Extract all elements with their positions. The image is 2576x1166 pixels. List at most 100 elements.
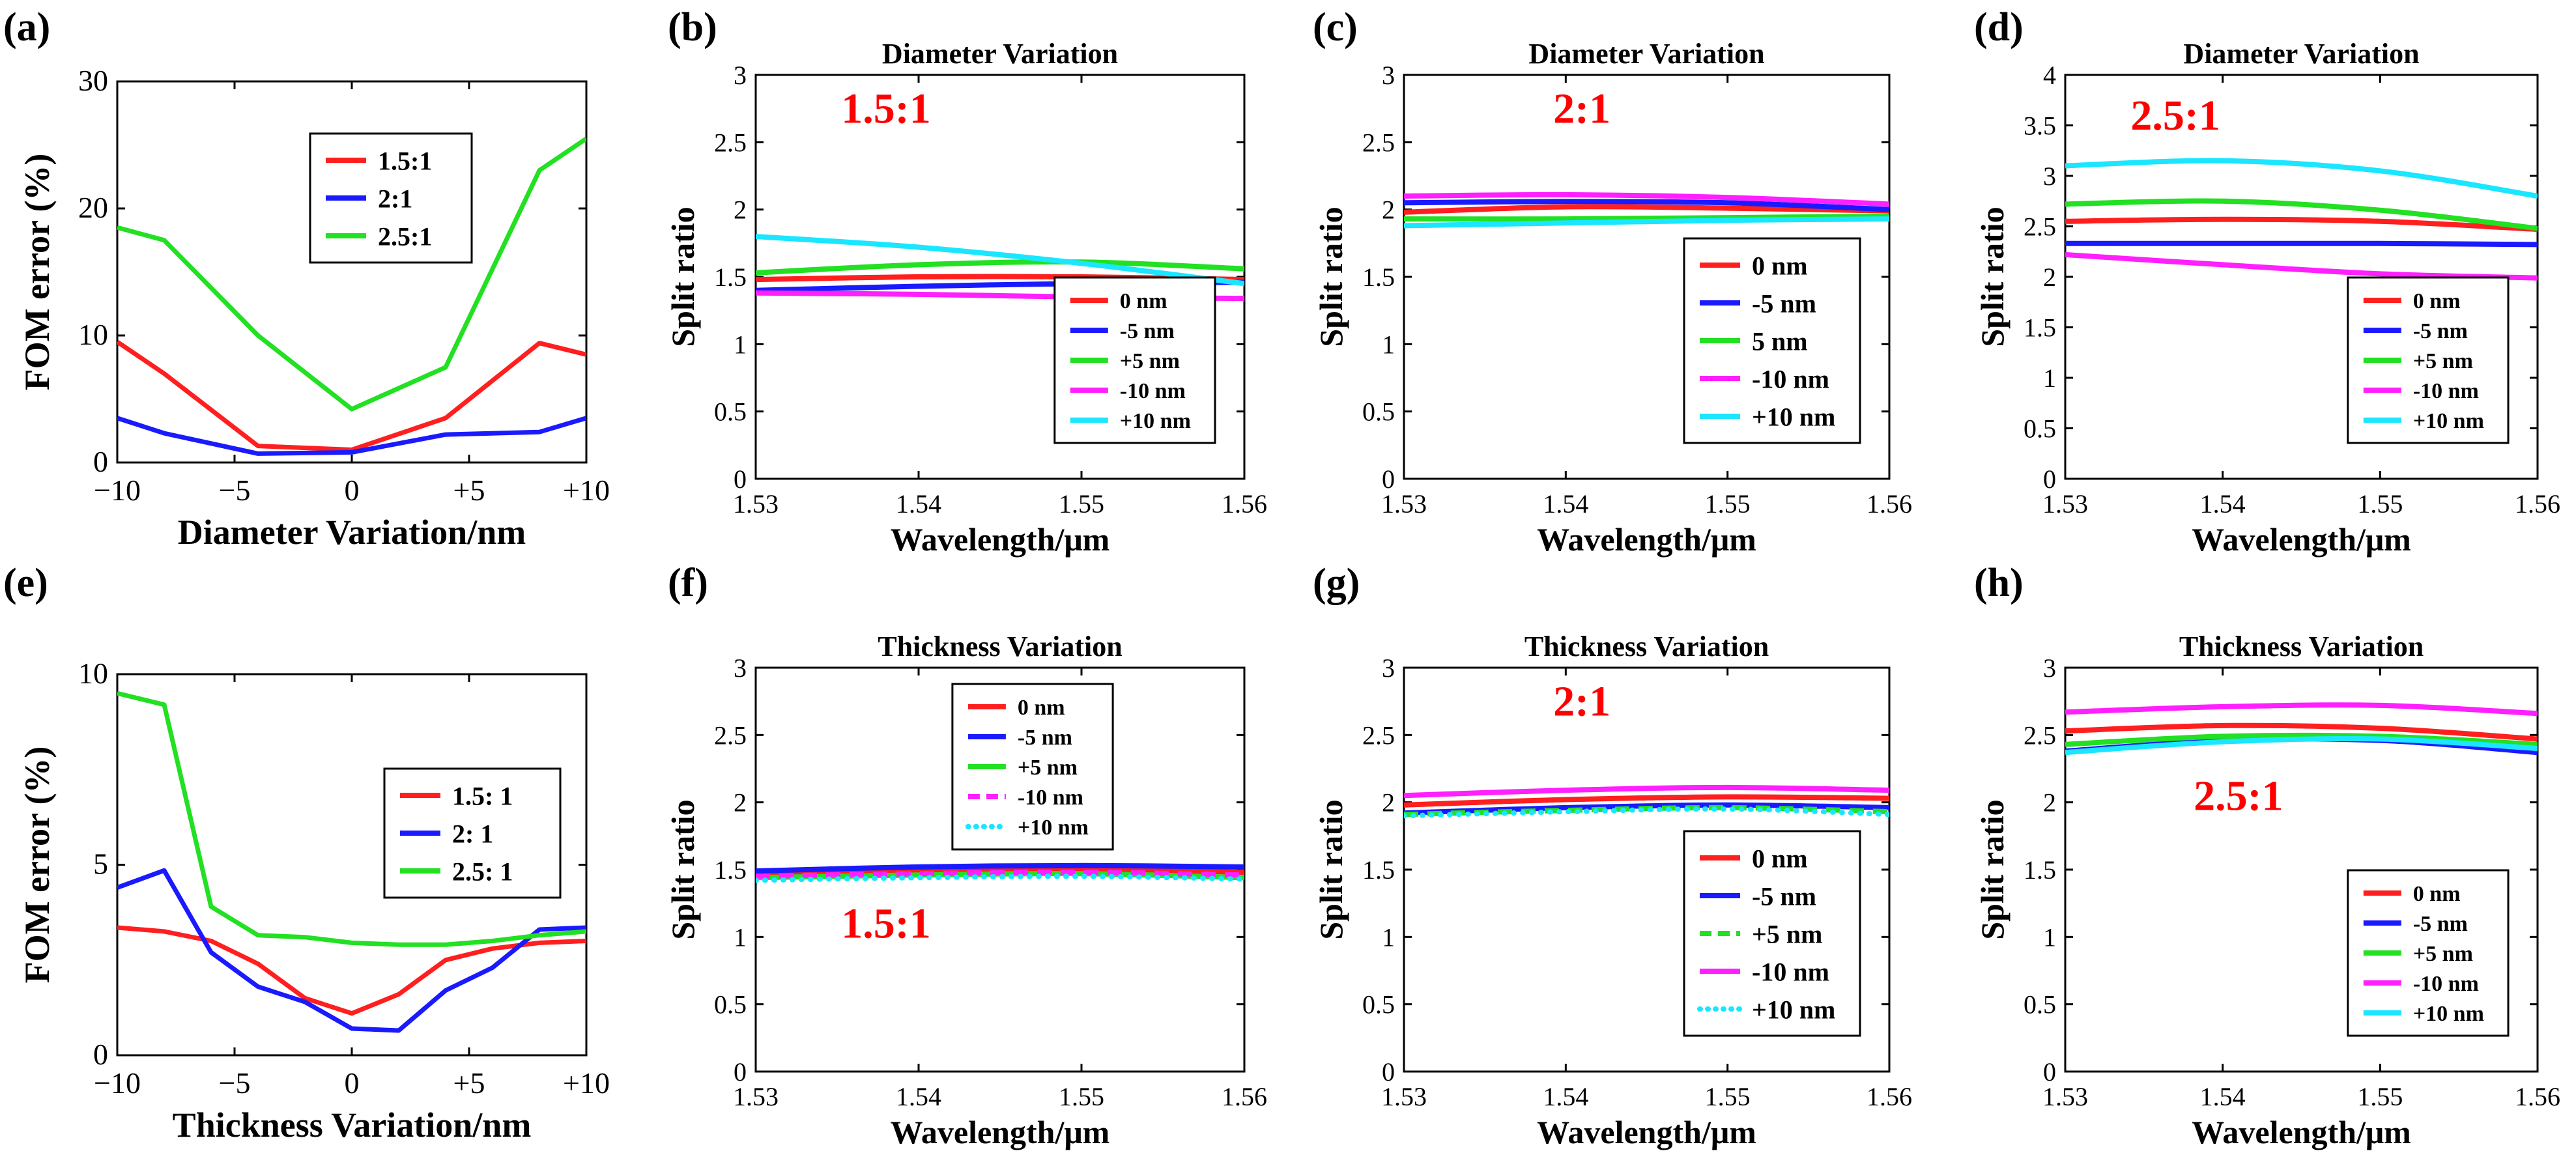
series-line-green	[2065, 198, 2538, 231]
panel-label: (c)	[1313, 5, 1358, 50]
y-tick-label: 2.5	[2024, 720, 2056, 750]
y-tick-label: 4	[2043, 61, 2056, 90]
legend-label: +10 nm	[2413, 409, 2484, 433]
series-line-green	[756, 259, 1244, 276]
x-tick-label: 1.56	[2515, 489, 2560, 519]
y-tick-label: 2.5	[714, 720, 747, 750]
legend: 0 nm -5 nm +5 nm -10 nm +10 nm	[2347, 869, 2510, 1037]
x-tick-label: 1.53	[2042, 489, 2088, 519]
x-tick-label: 1.54	[2200, 489, 2246, 519]
y-tick-label: 1.5	[2024, 313, 2056, 343]
legend-label: +5 nm	[1018, 756, 1078, 780]
x-axis-label: Wavelength/μm	[1537, 1114, 1756, 1150]
chart-title: Diameter Variation	[1528, 38, 1764, 70]
x-tick-label: 1.54	[1543, 489, 1588, 519]
series-line-cyan	[1404, 806, 1889, 819]
y-tick-label: 10	[78, 318, 108, 351]
legend-label: +5 nm	[2413, 349, 2473, 373]
x-axis-label: Thickness Variation/nm	[173, 1105, 532, 1145]
y-tick-label: 1.5	[1362, 263, 1395, 292]
legend-label: -5 nm	[1120, 319, 1175, 343]
x-axis-label: Wavelength/μm	[2192, 521, 2411, 558]
y-tick-label: 0.5	[714, 990, 747, 1019]
series-line-blue	[117, 868, 586, 1033]
y-tick-label: 3	[2043, 162, 2056, 191]
legend-label: 0 nm	[1752, 844, 1808, 873]
y-tick-label: 3	[1382, 61, 1395, 90]
x-axis-label: Wavelength/μm	[891, 521, 1110, 558]
y-tick-label: 0	[93, 1038, 108, 1071]
y-tick-label: 0	[1382, 1057, 1395, 1087]
legend-box	[2347, 276, 2510, 444]
series-line-red	[2065, 216, 2538, 233]
x-tick-label: 1.55	[1059, 1082, 1104, 1111]
y-tick-label: 0	[1382, 464, 1395, 494]
series-line-magenta	[1404, 784, 1889, 799]
legend-label: -10 nm	[1120, 379, 1186, 403]
legend-label: +10 nm	[1120, 409, 1191, 433]
y-axis-label: Split ratio	[1974, 799, 2011, 939]
x-tick-label: −10	[94, 1066, 141, 1100]
x-axis-label: Wavelength/μm	[1537, 521, 1756, 558]
y-tick-label: 0	[734, 464, 747, 494]
y-axis-label: FOM error (%)	[18, 747, 57, 984]
y-tick-label: 2	[2043, 788, 2056, 818]
y-tick-label: 2.5	[1362, 128, 1395, 157]
legend: 0 nm -5 nm 5 nm -10 nm +10 nm	[1683, 237, 1861, 444]
legend-label: -5 nm	[1018, 726, 1072, 750]
y-tick-label: 3	[734, 653, 747, 683]
series-line-cyan	[2065, 735, 2538, 756]
x-tick-label: 0	[345, 474, 360, 507]
legend: 1.5:1 2:1 2.5:1	[309, 132, 473, 264]
series-line-blue	[756, 862, 1244, 874]
y-tick-label: 0	[734, 1057, 747, 1087]
series-line-red	[117, 925, 586, 1016]
legend-label: 1.5:1	[378, 146, 432, 175]
chart-title: Diameter Variation	[2183, 38, 2419, 70]
y-tick-label: 0.5	[1362, 397, 1395, 427]
panel-label: (g)	[1313, 561, 1360, 605]
series-line-cyan	[756, 234, 1244, 287]
y-axis-label: Split ratio	[665, 206, 701, 347]
legend-label: 2: 1	[452, 819, 493, 848]
chart-title: Diameter Variation	[882, 38, 1118, 70]
series-line-blue	[2065, 240, 2538, 248]
legend-label: 2.5: 1	[452, 857, 513, 886]
legend-label: 5 nm	[1752, 326, 1808, 356]
y-tick-label: 3	[1382, 653, 1395, 683]
ratio-annotation: 2:1	[1553, 85, 1610, 133]
y-tick-label: 20	[78, 191, 108, 224]
x-tick-label: 1.56	[2515, 1082, 2560, 1111]
x-tick-label: +5	[453, 474, 485, 507]
x-tick-label: 1.54	[896, 1082, 941, 1111]
x-tick-label: 1.54	[2200, 1082, 2246, 1111]
y-tick-label: 0	[93, 445, 108, 478]
series-line-red	[1404, 794, 1889, 808]
x-axis-label: Wavelength/μm	[891, 1114, 1110, 1150]
x-tick-label: +10	[563, 1066, 610, 1100]
legend-label: 0 nm	[2413, 289, 2461, 313]
x-tick-label: −5	[219, 474, 251, 507]
y-tick-label: 2.5	[2024, 212, 2056, 242]
y-tick-label: 3	[734, 61, 747, 90]
panel-label: (a)	[3, 5, 50, 50]
legend-label: -5 nm	[2413, 912, 2468, 936]
legend-label: +10 nm	[1752, 995, 1835, 1024]
series-line-green	[2065, 732, 2538, 747]
legend-label: -5 nm	[2413, 319, 2468, 343]
panel-e: (e) −10 −5 0 +5 +10 0 5 10 Thickness Variation/nm…	[3, 561, 610, 1145]
ratio-annotation: 1.5:1	[841, 85, 930, 133]
y-axis-label: Split ratio	[1974, 206, 2011, 347]
y-tick-label: 2.5	[1362, 720, 1395, 750]
legend-label: 0 nm	[1120, 289, 1167, 313]
legend: 0 nm -5 nm +5 nm -10 nm +10 nm	[1053, 276, 1216, 444]
legend-label: 0 nm	[1752, 251, 1808, 280]
x-tick-label: 1.53	[733, 1082, 779, 1111]
series-line-cyan	[2065, 158, 2538, 199]
